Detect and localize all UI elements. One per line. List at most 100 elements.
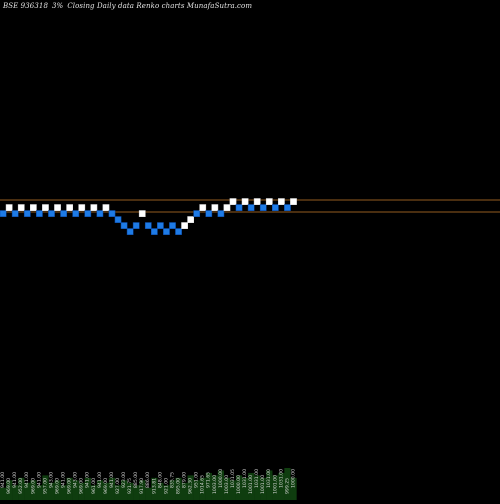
price-tick-label-36: 1000.00 [218,469,224,488]
volume-bar-13 [78,482,85,500]
renko-brick-46 [278,198,285,205]
chart-description: Closing Daily data Renko charts MunafaSu… [67,2,253,10]
brick-size-label: 3% [52,2,64,10]
price-tick-label-17: 969.00 [103,478,109,494]
price-tick-label-44: 1031.00 [266,469,272,488]
volume-bar-7 [42,475,49,500]
renko-brick-40 [241,198,249,205]
volume-bar-8 [48,482,55,500]
renko-brick-35 [211,204,219,211]
volume-bar-2 [12,485,19,500]
renko-brick-47 [284,204,291,211]
renko-brick-16 [96,210,104,217]
price-tick-label-33: 1014.65 [200,475,206,494]
renko-brick-38 [229,198,237,205]
volume-bar-36 [217,470,225,500]
renko-brick-14 [84,210,92,217]
renko-brick-19 [114,216,122,223]
renko-brick-0 [0,210,7,217]
price-tick-label-45: 1001.00 [272,475,278,494]
renko-brick-27 [163,228,170,235]
price-tick-label-2: 941.00 [12,472,18,488]
volume-bar-25 [151,477,158,500]
renko-brick-7 [42,204,49,211]
renko-brick-32 [193,210,201,217]
volume-bar-23 [139,480,146,500]
volume-bar-30 [181,482,188,500]
chart-header: BSE 936318 3% Closing Daily data Renko cha… [3,2,256,10]
volume-bar-12 [72,480,79,500]
renko-brick-1 [5,204,13,211]
price-tick-label-27: 921.00 [163,478,169,494]
renko-brick-30 [181,222,188,229]
price-tick-label-13: 969.00 [79,478,85,494]
price-tick-label-23: 917.90 [139,478,145,494]
price-tick-label-43: 1001.00 [260,475,266,494]
volume-bar-27 [163,485,170,500]
renko-brick-26 [157,222,164,229]
volume-bar-34 [205,472,212,500]
volume-bar-26 [157,482,164,500]
renko-brick-48 [290,198,297,205]
renko-brick-20 [120,222,128,229]
volume-bar-33 [199,477,206,500]
renko-brick-18 [108,210,116,217]
price-tick-label-18: 941.00 [109,472,115,488]
volume-bar-48 [290,477,297,500]
renko-brick-4 [23,210,31,217]
price-tick-label-14: 941.00 [85,472,91,488]
price-tick-label-8: 943.00 [48,472,54,488]
renko-brick-8 [48,210,55,217]
renko-brick-34 [205,210,213,217]
price-tick-label-11: 969.00 [67,478,73,494]
renko-brick-15 [90,204,98,211]
price-tick-label-47: 999.25 [284,478,290,494]
volume-bar-37 [223,477,231,500]
price-tick-label-21: 921.75 [127,478,133,494]
volume-bar-31 [187,475,194,500]
renko-brick-41 [247,204,255,211]
volume-bar-5 [30,480,37,500]
volume-bar-18 [108,477,116,500]
price-tick-label-22: 885.00 [133,472,139,488]
volume-bar-16 [96,480,104,500]
renko-brick-13 [78,204,86,211]
volume-bar-14 [84,477,91,500]
price-tick-label-26: 848.00 [157,472,163,488]
volume-bar-15 [90,485,97,500]
renko-brick-31 [187,216,195,223]
renko-brick-12 [72,210,80,217]
renko-brick-10 [60,210,67,217]
renko-brick-23 [138,210,146,217]
renko-brick-2 [11,210,19,217]
price-tick-label-42: 1031.00 [254,469,260,488]
renko-brick-5 [30,204,37,211]
volume-bar-9 [54,480,61,500]
price-tick-label-6: 941.00 [36,472,42,488]
volume-bar-19 [114,485,122,500]
renko-brick-11 [66,204,74,211]
price-tick-label-32: 951.00 [194,472,200,488]
volume-bar-45 [272,475,279,500]
price-tick-label-41: 1001.00 [248,475,254,494]
volume-bar-35 [211,475,218,500]
volume-bar-46 [278,472,285,500]
price-tick-label-35: 1003.00 [212,475,218,494]
volume-bar-28 [169,480,176,500]
price-tick-label-34: 971.65 [206,472,212,488]
symbol-label: BSE 936318 [3,2,48,10]
price-tick-label-19: 927.00 [115,478,121,494]
volume-bar-43 [260,477,267,500]
volume-bar-22 [133,485,140,500]
price-tick-label-46: 1031.00 [278,469,284,488]
volume-bar-4 [24,482,31,500]
renko-brick-43 [259,204,267,211]
price-tick-label-28: 835.75 [169,472,175,488]
renko-brick-22 [132,222,140,229]
volume-bar-41 [248,472,255,500]
price-tick-label-25: 913.81 [151,478,157,494]
price-tick-label-0: 941.00 [0,472,6,488]
volume-bar-24 [145,487,152,500]
